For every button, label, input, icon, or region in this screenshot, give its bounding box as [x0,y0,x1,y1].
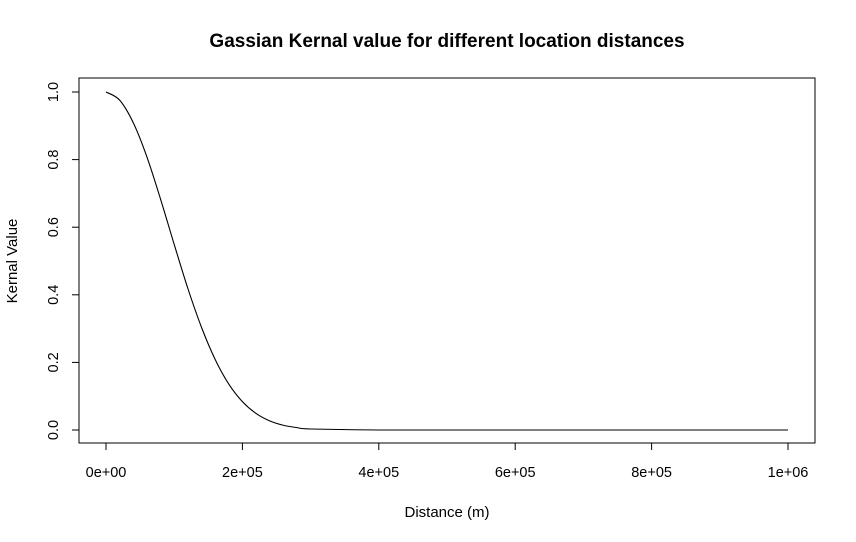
plot-box [78,77,816,444]
x-axis: 0e+00 2e+05 4e+05 6e+05 8e+05 1e+06 [86,442,809,481]
x-tick-label: 6e+05 [495,465,536,481]
series-layer [105,91,788,431]
y-tick-label: 0.2 [46,352,62,372]
x-tick-label: 2e+05 [222,465,263,481]
y-tick-label: 0.6 [46,217,62,237]
x-tick-label: 1e+06 [768,465,809,481]
y-axis: 0.0 0.2 0.4 0.6 0.8 1.0 [46,82,80,440]
chart-title: Gassian Kernal value for different locat… [209,31,684,52]
x-tick-label: 0e+00 [86,465,127,481]
x-tick-label: 4e+05 [358,465,399,481]
y-tick-label: 0.4 [46,285,62,305]
x-axis-label: Distance (m) [404,504,489,521]
y-axis-label: Kernal Value [4,219,21,304]
series-line-0 [105,91,788,431]
y-tick-label: 1.0 [46,82,62,102]
y-tick-label: 0.8 [46,150,62,170]
y-tick-label: 0.0 [46,420,62,440]
x-tick-label: 8e+05 [631,465,672,481]
